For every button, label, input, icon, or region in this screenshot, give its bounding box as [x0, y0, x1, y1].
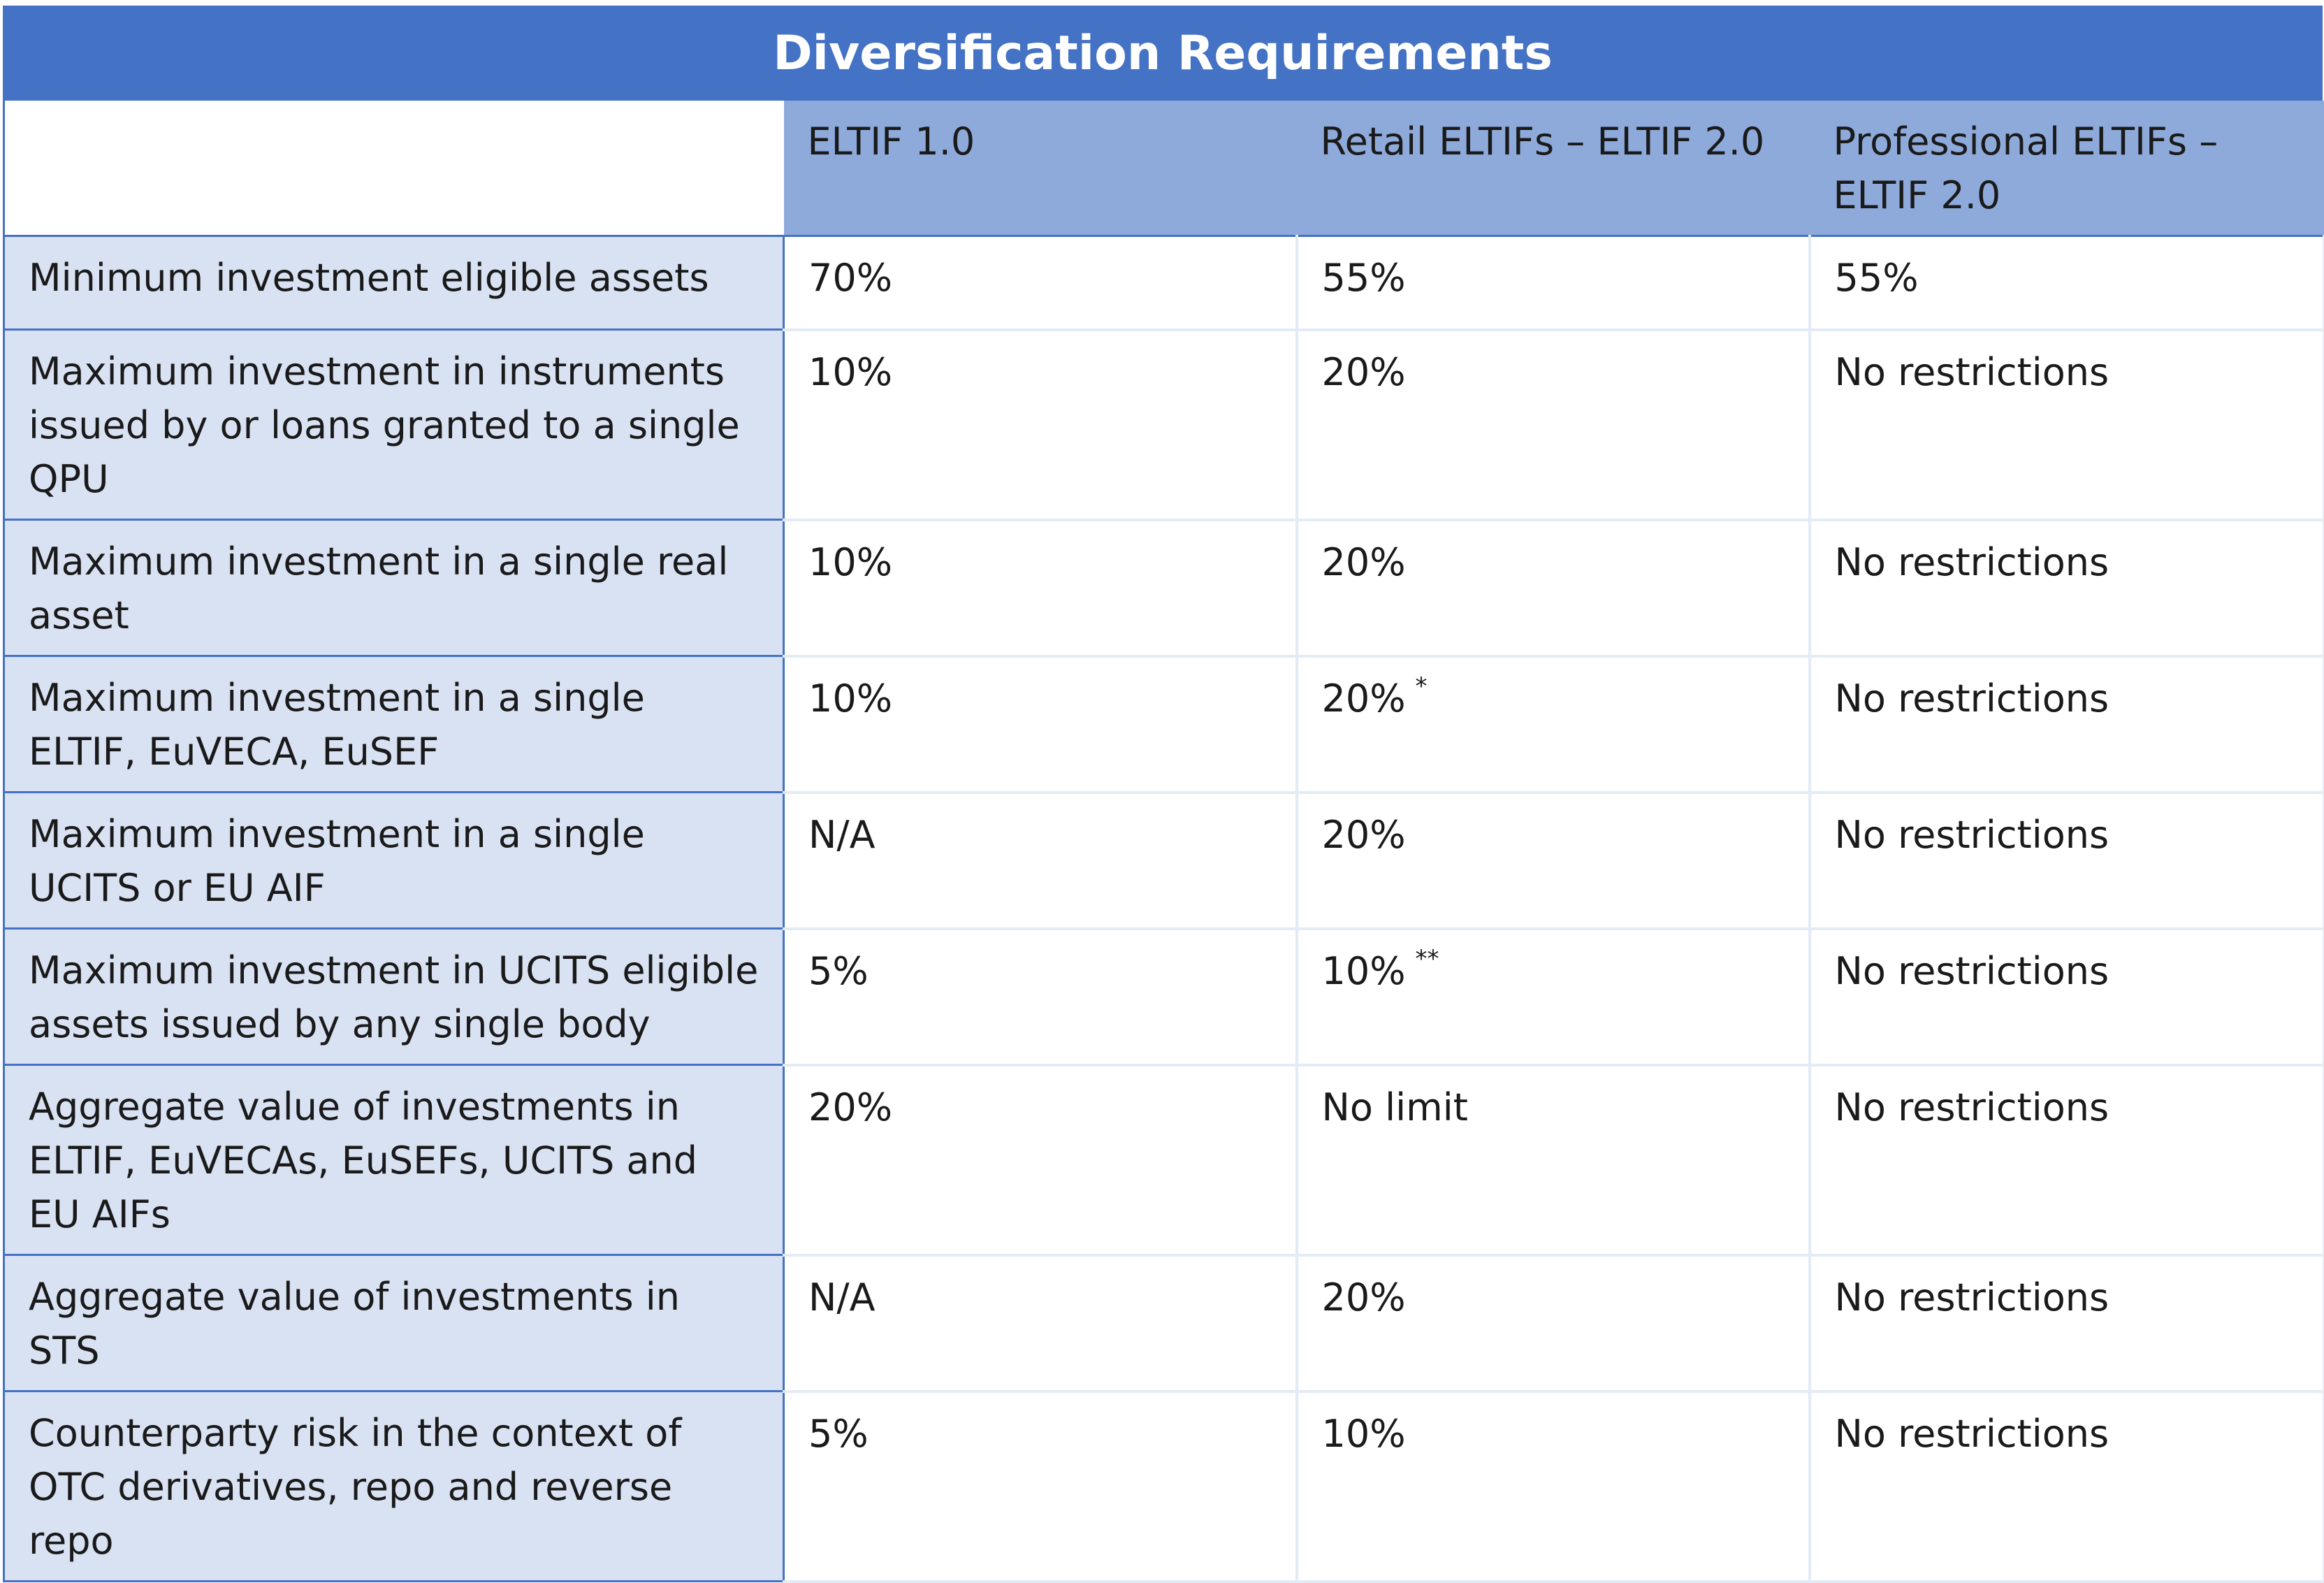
- table-row: Aggregate value of investments in ELTIF,…: [3, 1064, 2324, 1257]
- header-row: ELTIF 1.0 Retail ELTIFs – ELTIF 2.0 Prof…: [3, 101, 2324, 237]
- cell-eltif1: 10%: [783, 329, 1298, 521]
- cell-retail: No limit: [1296, 1064, 1811, 1257]
- table-row: Counterparty risk in the context of OTC …: [3, 1391, 2324, 1583]
- cell-eltif1: N/A: [783, 1255, 1298, 1393]
- cell-retail: 20%: [1296, 792, 1811, 930]
- table-row: Maximum investment in UCITS eligible ass…: [3, 928, 2324, 1067]
- retail-value: 20%: [1321, 676, 1406, 721]
- cell-retail: 20% *: [1296, 656, 1811, 794]
- cell-eltif1: 10%: [783, 656, 1298, 794]
- table-row: Maximum investment in a single real asse…: [3, 519, 2324, 658]
- table-title: Diversification Requirements: [3, 6, 2323, 101]
- row-label: Maximum investment in a single ELTIF, Eu…: [3, 656, 785, 793]
- header-retail-eltif2: Retail ELTIFs – ELTIF 2.0: [1296, 101, 1810, 237]
- cell-eltif1: 20%: [783, 1064, 1298, 1257]
- cell-retail: 55%: [1296, 236, 1811, 331]
- row-label: Maximum investment in UCITS eligible ass…: [3, 928, 785, 1066]
- cell-retail: 20%: [1296, 329, 1811, 521]
- table-row: Minimum investment eligible assets 70% 5…: [3, 236, 2324, 331]
- row-label: Aggregate value of investments in ELTIF,…: [3, 1064, 785, 1256]
- table-row: Maximum investment in a single ELTIF, Eu…: [3, 656, 2324, 794]
- header-corner-cell: [3, 101, 784, 237]
- cell-professional: No restrictions: [1809, 656, 2324, 794]
- diversification-table-container: Diversification Requirements ELTIF 1.0 R…: [3, 6, 2324, 1583]
- diversification-table: ELTIF 1.0 Retail ELTIFs – ELTIF 2.0 Prof…: [3, 101, 2324, 1583]
- table-row: Maximum investment in a single UCITS or …: [3, 792, 2324, 930]
- cell-eltif1: 70%: [783, 236, 1298, 331]
- table-row: Maximum investment in instruments issued…: [3, 329, 2324, 521]
- retail-value: 20%: [1321, 812, 1406, 857]
- cell-professional: No restrictions: [1809, 1064, 2324, 1257]
- cell-professional: No restrictions: [1809, 329, 2324, 521]
- cell-retail: 10%: [1296, 1391, 1811, 1583]
- row-label: Maximum investment in a single UCITS or …: [3, 792, 785, 930]
- header-eltif1: ELTIF 1.0: [783, 101, 1297, 237]
- cell-retail: 10% **: [1296, 928, 1811, 1067]
- cell-retail: 20%: [1296, 519, 1811, 658]
- cell-eltif1: 5%: [783, 1391, 1298, 1583]
- retail-value: 10%: [1321, 948, 1406, 993]
- row-label: Maximum investment in instruments issued…: [3, 329, 785, 521]
- row-label: Minimum investment eligible assets: [3, 236, 785, 331]
- cell-professional: No restrictions: [1809, 1391, 2324, 1583]
- footnote-marker: *: [1415, 672, 1428, 700]
- retail-value: 55%: [1321, 256, 1406, 300]
- cell-professional: No restrictions: [1809, 1255, 2324, 1393]
- footnote-marker: **: [1415, 944, 1439, 973]
- cell-eltif1: 10%: [783, 519, 1298, 658]
- retail-value: 10%: [1321, 1411, 1406, 1456]
- cell-eltif1: 5%: [783, 928, 1298, 1067]
- retail-value: 20%: [1321, 349, 1406, 394]
- header-professional-eltif2: Professional ELTIFs – ELTIF 2.0: [1809, 101, 2324, 237]
- cell-retail: 20%: [1296, 1255, 1811, 1393]
- retail-value: 20%: [1321, 1275, 1406, 1320]
- row-label: Counterparty risk in the context of OTC …: [3, 1391, 785, 1582]
- cell-professional: No restrictions: [1809, 519, 2324, 658]
- cell-eltif1: N/A: [783, 792, 1298, 930]
- row-label: Maximum investment in a single real asse…: [3, 519, 785, 657]
- retail-value: No limit: [1321, 1085, 1468, 1129]
- row-label: Aggregate value of investments in STS: [3, 1255, 785, 1392]
- cell-professional: 55%: [1809, 236, 2324, 331]
- cell-professional: No restrictions: [1809, 792, 2324, 930]
- retail-value: 20%: [1321, 540, 1406, 584]
- cell-professional: No restrictions: [1809, 928, 2324, 1067]
- table-row: Aggregate value of investments in STS N/…: [3, 1255, 2324, 1393]
